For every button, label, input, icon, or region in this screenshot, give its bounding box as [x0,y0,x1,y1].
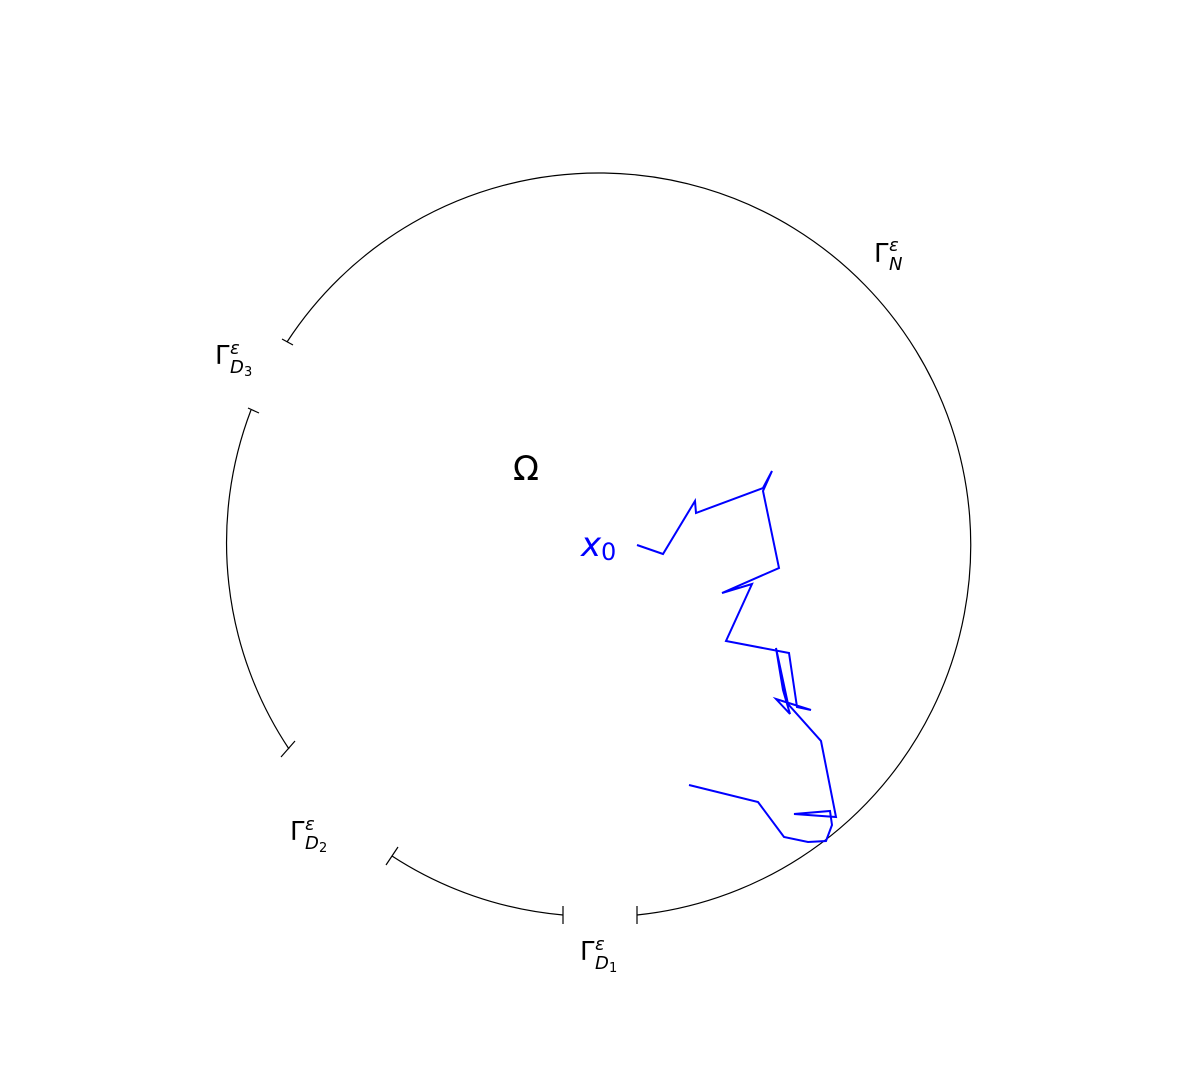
dirichlet-1-index: 1 [609,961,617,976]
dirichlet-3-index: 3 [244,365,252,380]
dirichlet-3-epsilon: ε [230,338,240,359]
random-walk-path [636,470,838,844]
neumann-gamma: Γ [874,239,889,269]
neumann-epsilon: ε [889,235,899,256]
start-point-subscript: 0 [601,538,616,566]
dirichlet-1-subscript: D [595,953,609,974]
dirichlet-3-subscript: D [230,357,244,378]
neumann-boundary-arc [286,172,972,916]
neumann-subscript: N [889,254,902,275]
tick-d3-top [281,338,294,346]
start-point-label: x 0 [580,525,616,566]
dirichlet-2-gamma: Γ [290,817,305,847]
bottom-boundary-arc [391,855,564,916]
tick-d2-bottom [385,846,399,866]
start-point-symbol: x [580,525,602,565]
dirichlet-1-label: Γ ε D 1 [580,934,617,976]
domain-boundary [225,172,972,916]
dirichlet-1-epsilon: ε [595,934,605,955]
dirichlet-2-epsilon: ε [305,814,315,835]
domain-omega-label: Ω [513,449,539,489]
tick-d2-top [280,740,296,758]
gap-tick-marks [247,338,638,924]
left-boundary-arc [225,409,290,750]
dirichlet-2-index: 2 [319,841,327,856]
dirichlet-1-gamma: Γ [580,937,595,967]
dirichlet-2-subscript: D [305,833,319,854]
tick-d3-bottom [247,407,260,414]
neumann-boundary-label: Γ ε N [874,235,902,275]
dirichlet-3-gamma: Γ [215,341,230,371]
dirichlet-3-label: Γ ε D 3 [215,338,252,380]
dirichlet-2-label: Γ ε D 2 [290,814,327,856]
